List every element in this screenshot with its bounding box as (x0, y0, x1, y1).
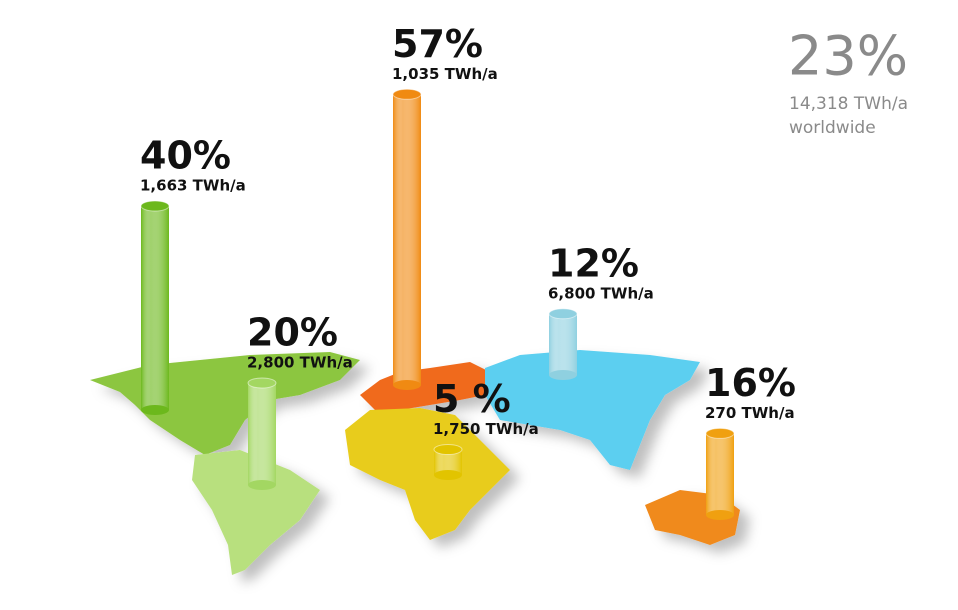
total-energy: 14,318 TWh/a (789, 94, 908, 114)
cylinder-top (392, 88, 422, 100)
cylinder-base (248, 480, 276, 490)
europe (360, 362, 490, 410)
energy-label: 270 TWh/a (705, 404, 795, 422)
cylinder-base (706, 510, 734, 520)
value-label: 16% (705, 361, 796, 405)
cylinder-base (549, 370, 577, 380)
energy-label: 1,750 TWh/a (433, 420, 539, 438)
cylinder-shine (141, 206, 169, 410)
cylinder (140, 200, 170, 415)
cylinder-base (141, 405, 169, 415)
total-note: worldwide (789, 118, 876, 138)
cylinder-top (433, 444, 463, 455)
value-label: 20% (247, 311, 338, 355)
cylinder-top (140, 200, 170, 212)
cylinder (247, 377, 277, 490)
cylinder (392, 88, 422, 390)
total-percent: 23% (788, 25, 908, 88)
cylinder-top (548, 308, 578, 320)
value-label: 5 % (433, 377, 511, 421)
cylinder-top (705, 427, 735, 439)
cylinder-shine (549, 313, 577, 375)
cylinder-shine (248, 383, 276, 485)
value-label: 40% (140, 134, 231, 178)
cylinder-base (434, 470, 462, 480)
cylinder (705, 427, 735, 520)
cylinder-base (393, 380, 421, 390)
energy-label: 2,800 TWh/a (247, 354, 353, 372)
south-america (192, 450, 320, 575)
value-label: 12% (548, 241, 639, 285)
cylinder-top (247, 377, 277, 389)
asia (485, 350, 700, 470)
cylinder (433, 444, 463, 480)
cylinder-shine (706, 433, 734, 515)
cylinder-shine (393, 94, 421, 386)
energy-label: 1,663 TWh/a (140, 177, 246, 195)
cylinder (548, 308, 578, 380)
energy-label: 6,800 TWh/a (548, 284, 654, 302)
energy-label: 1,035 TWh/a (392, 65, 498, 83)
africa (345, 408, 510, 540)
value-label: 57% (392, 22, 483, 66)
